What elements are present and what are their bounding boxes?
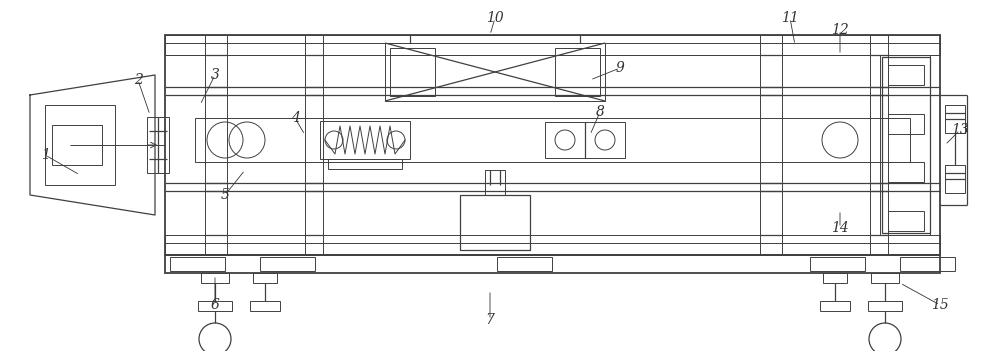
Bar — [888, 162, 924, 182]
Bar — [165, 35, 940, 255]
Text: 3: 3 — [211, 68, 219, 82]
Bar — [253, 273, 277, 283]
Bar — [165, 35, 940, 55]
Bar — [170, 257, 225, 271]
Bar — [390, 48, 435, 96]
Text: 4: 4 — [291, 111, 299, 125]
Bar — [385, 43, 605, 101]
Bar — [460, 195, 530, 250]
Bar — [260, 257, 315, 271]
Bar — [820, 301, 850, 311]
Text: 15: 15 — [931, 298, 949, 312]
Bar — [195, 118, 910, 162]
Bar — [165, 255, 940, 273]
Bar — [545, 122, 625, 158]
Bar — [250, 301, 280, 311]
Bar — [147, 117, 169, 173]
Bar — [165, 235, 940, 255]
Bar — [760, 35, 782, 255]
Text: 7: 7 — [486, 313, 494, 327]
Text: 9: 9 — [616, 61, 624, 75]
Text: 12: 12 — [831, 23, 849, 37]
Text: 8: 8 — [596, 105, 604, 119]
Bar — [870, 35, 888, 255]
Bar — [205, 35, 227, 255]
Bar — [305, 35, 323, 255]
Bar — [882, 57, 930, 233]
Bar — [198, 301, 232, 311]
Text: 5: 5 — [221, 188, 229, 202]
Bar — [868, 301, 902, 311]
Bar — [165, 43, 940, 55]
Bar — [165, 243, 940, 255]
Bar — [45, 105, 115, 185]
Bar — [555, 48, 600, 96]
Bar — [900, 257, 955, 271]
Text: 1: 1 — [41, 148, 49, 162]
Text: 6: 6 — [211, 298, 219, 312]
Text: 10: 10 — [486, 11, 504, 25]
Bar — [888, 211, 924, 231]
Bar — [871, 273, 899, 283]
Bar — [945, 165, 965, 193]
Bar — [52, 125, 102, 165]
Text: 13: 13 — [951, 123, 969, 137]
Bar — [888, 114, 924, 134]
Bar — [945, 105, 965, 133]
Text: 11: 11 — [781, 11, 799, 25]
Text: 14: 14 — [831, 221, 849, 235]
Bar — [497, 257, 552, 271]
Bar — [320, 121, 410, 159]
Bar — [485, 170, 505, 195]
Bar — [328, 159, 402, 169]
Bar — [880, 55, 930, 235]
Bar — [201, 273, 229, 283]
Text: 2: 2 — [134, 73, 142, 87]
Bar — [810, 257, 865, 271]
Bar — [888, 65, 924, 85]
Bar — [823, 273, 847, 283]
